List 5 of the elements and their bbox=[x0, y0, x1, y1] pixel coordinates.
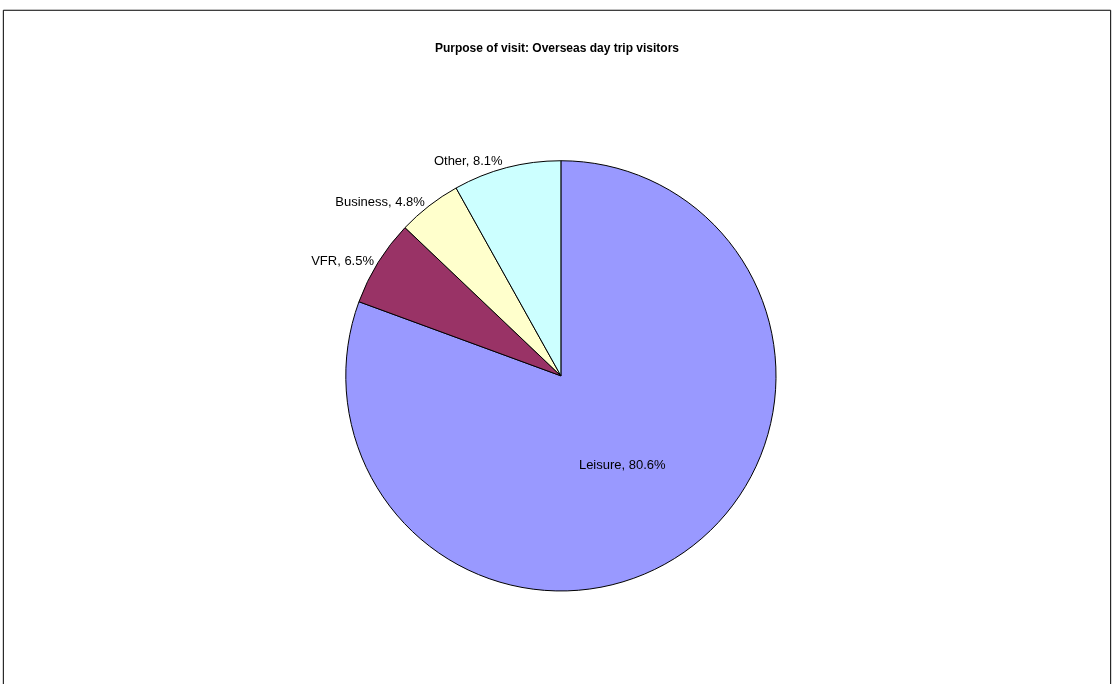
slice-label: Other, 8.1% bbox=[433, 153, 503, 169]
chart-title: Purpose of visit: Overseas day trip visitors bbox=[434, 41, 680, 56]
slice-label: Leisure, 80.6% bbox=[578, 456, 667, 472]
slice-label: VFR, 6.5% bbox=[311, 252, 375, 268]
slice-label: Business, 4.8% bbox=[335, 193, 426, 209]
